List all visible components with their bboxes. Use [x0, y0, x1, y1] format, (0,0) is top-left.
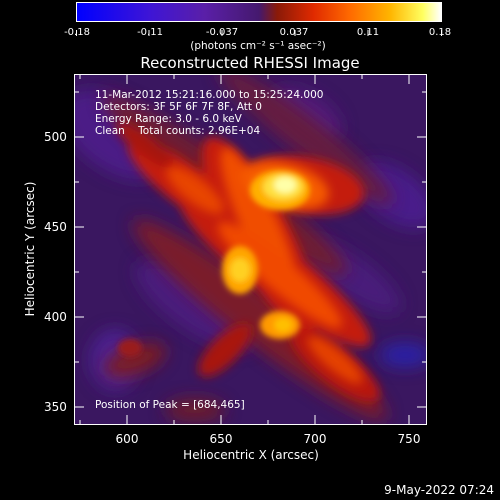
y-tick-label: 350	[44, 400, 67, 414]
rhessi-image	[75, 75, 426, 424]
info-detectors: Detectors: 3F 5F 6F 7F 8F, Att 0	[95, 101, 262, 113]
colorbar-unit-label: (photons cm⁻² s⁻¹ asec⁻²)	[190, 40, 326, 52]
info-clean-counts: Clean Total counts: 2.96E+04	[95, 125, 261, 137]
y-tick-label: 500	[44, 130, 67, 144]
observation-info: 11-Mar-2012 15:21:16.000 to 15:25:24.000…	[95, 89, 323, 137]
colorbar-tick-label: -0.11	[137, 27, 163, 38]
colorbar-ticks	[76, 21, 442, 36]
x-tick-label: 700	[303, 432, 327, 446]
plot-frame	[74, 74, 427, 425]
info-time-range: 11-Mar-2012 15:21:16.000 to 15:25:24.000	[95, 89, 324, 101]
x-tick-label: 600	[115, 432, 139, 446]
colorbar-tick-label: -0.18	[64, 27, 90, 38]
x-axis-label: Heliocentric X (arcsec)	[183, 448, 319, 462]
generation-timestamp: 9-May-2022 07:24	[384, 483, 494, 497]
y-axis-label: Heliocentric Y (arcsec)	[23, 181, 37, 317]
colorbar	[76, 2, 442, 22]
info-energy-range: Energy Range: 3.0 - 6.0 keV	[95, 113, 242, 125]
colorbar-tick-label: -0.037	[205, 27, 239, 38]
colorbar-tick-label: 0.11	[356, 27, 380, 38]
colorbar-tick-label: 0.18	[428, 27, 452, 38]
x-tick-label: 650	[209, 432, 233, 446]
peak-position-label: Position of Peak = [684,465]	[95, 399, 245, 411]
x-tick-label: 750	[397, 432, 421, 446]
plot-title: Reconstructed RHESSI Image	[140, 54, 360, 72]
colorbar-tick-label: 0.037	[279, 27, 309, 38]
y-tick-label: 450	[44, 220, 67, 234]
y-tick-label: 400	[44, 310, 67, 324]
